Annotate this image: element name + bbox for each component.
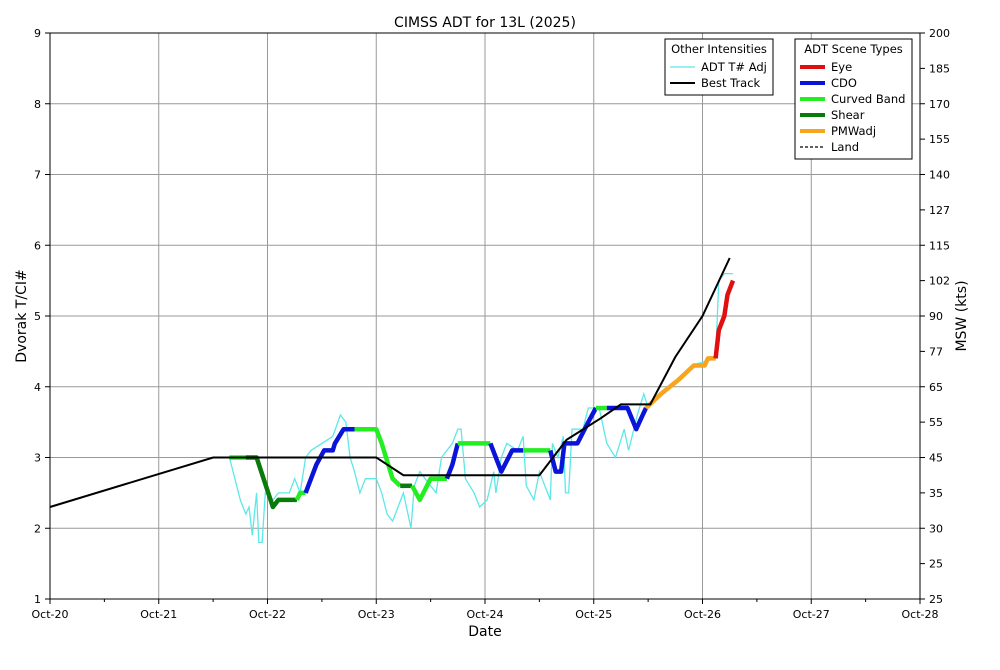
y2-tick-label: 55: [929, 416, 943, 429]
y2-tick-label: 45: [929, 452, 943, 465]
legend-label: Eye: [831, 60, 852, 74]
y-tick-label: 7: [34, 169, 41, 182]
legend-label: Land: [831, 140, 859, 154]
y-tick-label: 9: [34, 27, 41, 40]
x-tick-label: Oct-22: [249, 608, 286, 621]
legend-label: PMWadj: [831, 124, 876, 138]
y-tick-label: 4: [34, 381, 41, 394]
x-tick-label: Oct-21: [140, 608, 177, 621]
legend-title: Other Intensities: [671, 42, 767, 56]
y2-tick-label: 115: [929, 239, 950, 252]
x-axis-label: Date: [468, 624, 501, 640]
y-tick-label: 3: [34, 452, 41, 465]
y2-axis-label: MSW (kts): [954, 280, 970, 351]
y-axis-label: Dvorak T/CI#: [14, 269, 30, 362]
y2-tick-label: 25: [929, 558, 943, 571]
scene-segment-curved-band: [354, 426, 402, 488]
scene-segment-eye: [713, 279, 736, 359]
scene-segment-cdo: [303, 426, 355, 494]
y-tick-label: 8: [34, 98, 41, 111]
legend-label: CDO: [831, 76, 857, 90]
y-tick-label: 2: [34, 522, 41, 535]
scene-segment-shear: [245, 455, 297, 510]
x-tick-label: Oct-26: [684, 608, 721, 621]
scene-segment-pmwadj: [644, 356, 716, 410]
chart-title: CIMSS ADT for 13L (2025): [394, 15, 576, 31]
x-tick-label: Oct-28: [902, 608, 939, 621]
y-tick-label: 1: [34, 593, 41, 606]
y2-tick-label: 170: [929, 98, 950, 111]
x-tick-label: Oct-24: [467, 608, 504, 621]
y-tick-label: 6: [34, 239, 41, 252]
y2-tick-label: 77: [929, 345, 943, 358]
x-tick-label: Oct-27: [793, 608, 830, 621]
y2-tick-label: 200: [929, 27, 950, 40]
legend-label: Curved Band: [831, 92, 905, 106]
best-track-line: [49, 257, 731, 508]
y2-tick-label: 35: [929, 487, 943, 500]
legend-label: Shear: [831, 108, 865, 122]
x-tick-label: Oct-20: [32, 608, 69, 621]
y2-tick-label: 102: [929, 275, 950, 288]
y2-tick-label: 90: [929, 310, 943, 323]
y2-tick-label: 65: [929, 381, 943, 394]
adt-raw-line: [228, 272, 733, 544]
y-tick-label: 5: [34, 310, 41, 323]
scene-segment-curved-band: [410, 476, 447, 503]
legend-label: Best Track: [701, 76, 761, 90]
scene-segment-curved-band: [294, 490, 306, 501]
y2-tick-label: 25: [929, 593, 943, 606]
scene-segment-cdo: [488, 442, 524, 474]
y2-tick-label: 185: [929, 62, 950, 75]
y2-tick-label: 30: [929, 522, 943, 535]
x-tick-label: Oct-25: [575, 608, 612, 621]
y2-tick-label: 127: [929, 204, 950, 217]
scene-segment-cdo: [444, 442, 460, 480]
y2-tick-label: 155: [929, 133, 950, 146]
scene-segment-cdo: [548, 406, 598, 474]
scene-segment-cdo: [606, 405, 649, 432]
legend-label: ADT T# Adj: [701, 60, 767, 74]
x-tick-label: Oct-23: [358, 608, 395, 621]
y2-tick-label: 140: [929, 169, 950, 182]
plot-frame: [49, 32, 921, 600]
legend-title: ADT Scene Types: [804, 42, 903, 56]
